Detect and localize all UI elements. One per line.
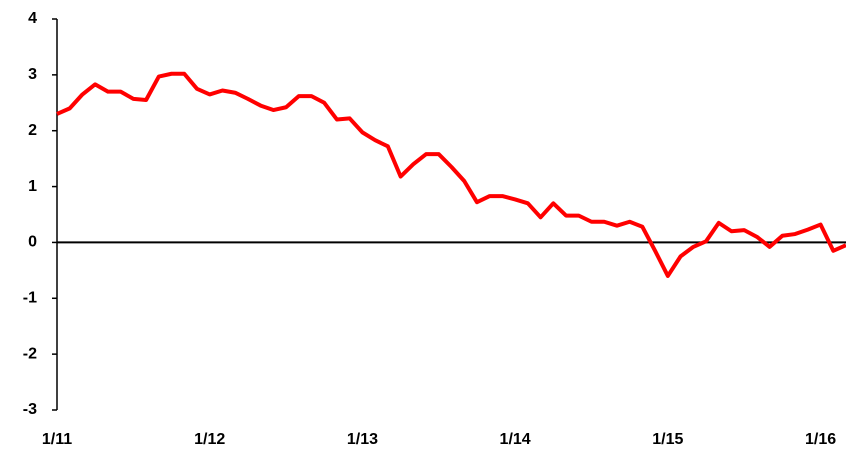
y-tick-label: -2 [23, 345, 37, 362]
y-tick-label: 3 [28, 66, 37, 83]
y-tick-label: -3 [23, 401, 37, 418]
x-tick-label: 1/16 [805, 431, 836, 448]
y-tick-label: 1 [28, 178, 37, 195]
x-tick-label: 1/13 [347, 431, 378, 448]
y-tick-label: -1 [23, 290, 37, 307]
x-tick-label: 1/15 [652, 431, 683, 448]
x-tick-label: 1/11 [42, 431, 72, 448]
y-tick-label: 0 [28, 234, 37, 251]
y-tick-label: 4 [28, 10, 37, 27]
y-tick-label: 2 [28, 122, 37, 139]
x-tick-label: 1/12 [194, 431, 225, 448]
x-tick-label: 1/14 [500, 431, 531, 448]
line [56, 71, 846, 278]
